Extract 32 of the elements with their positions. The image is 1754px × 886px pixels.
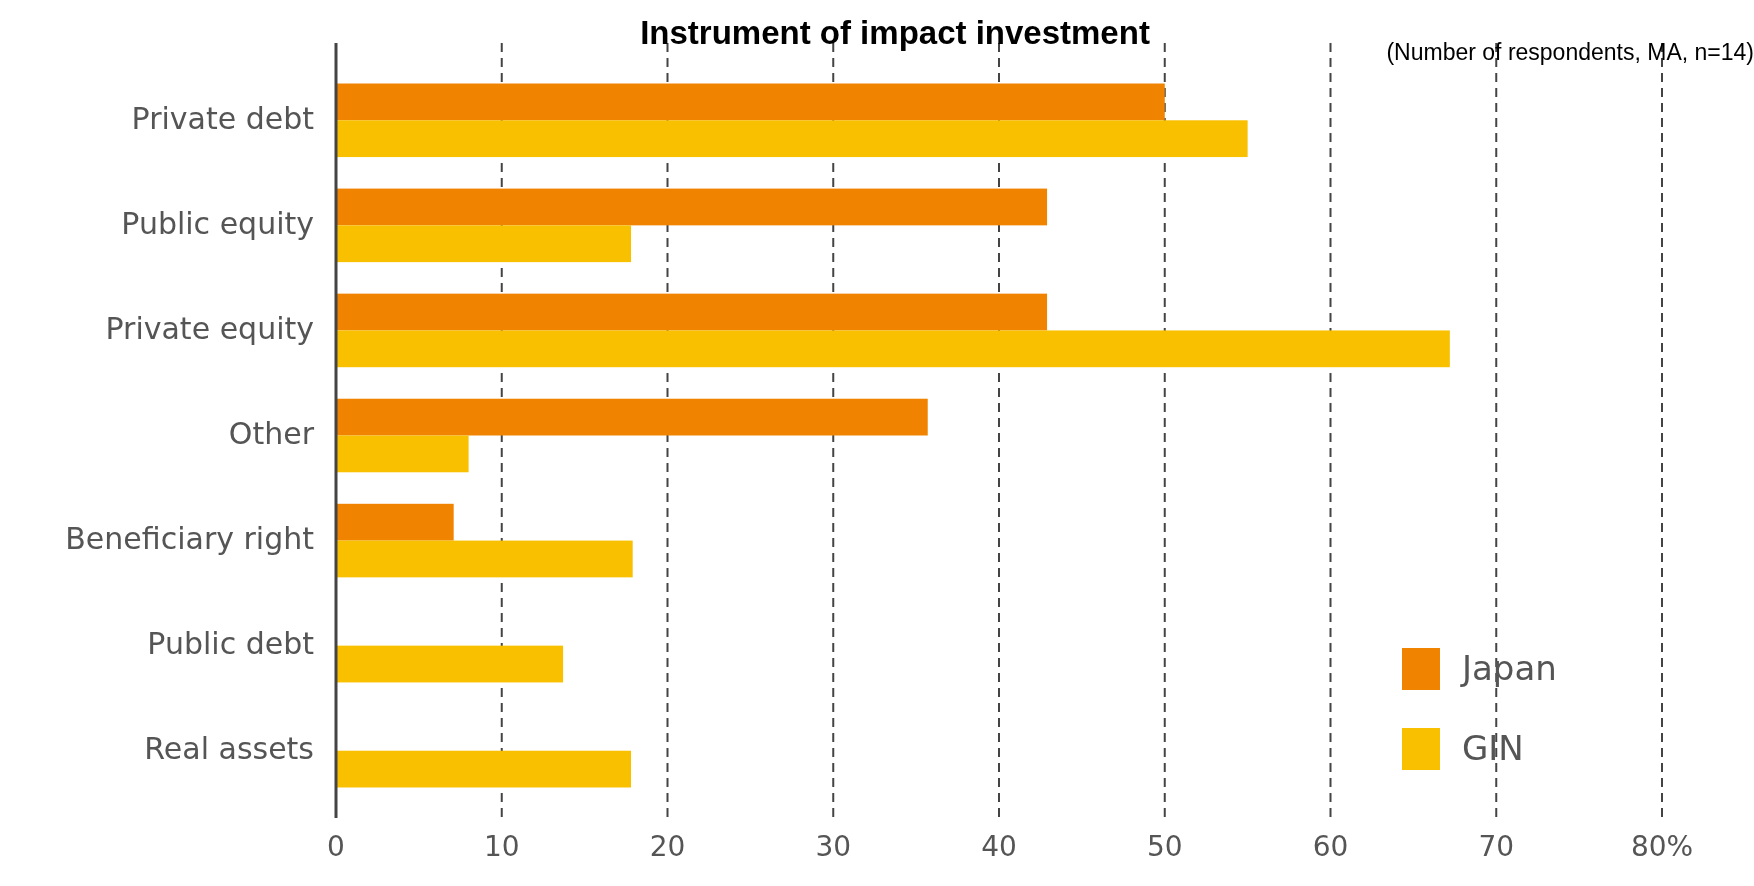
x-tick-label: 30 [815,830,852,863]
x-tick-label: 80% [1630,830,1694,863]
x-tick-label: 60 [1312,830,1349,863]
y-tick-label: Private debt [131,100,315,136]
x-tick-label: 70 [1478,830,1515,863]
y-tick-label: Beneficiary right [65,521,315,557]
bar [336,120,1248,158]
bar [336,330,1450,368]
y-tick-label: Other [228,416,315,451]
bar [336,293,1048,331]
x-tick-label: 40 [981,830,1017,863]
x-tick-label: 0 [327,830,345,863]
y-tick-label: Public debt [147,626,315,662]
annotation: (Number of respondents, MA, n=14) [1386,39,1754,65]
bar [336,645,564,683]
x-tick-label: 10 [483,830,520,863]
x-tick-label: 50 [1146,830,1183,863]
bar [336,83,1165,121]
bar [336,503,454,541]
chart-title: Instrument of impact investment [640,14,1150,51]
bar [336,398,928,436]
bar [336,188,1048,226]
x-tick-label: 20 [649,830,686,863]
bar [336,540,633,578]
y-tick-label: Real assets [144,731,314,767]
legend-label: Japan [1460,647,1557,688]
bar [336,225,632,263]
legend-label: GIN [1462,727,1524,768]
y-tick-label: Private equity [105,310,314,346]
bar [336,750,632,788]
y-tick-label: Public equity [121,205,314,241]
bar [336,435,469,473]
